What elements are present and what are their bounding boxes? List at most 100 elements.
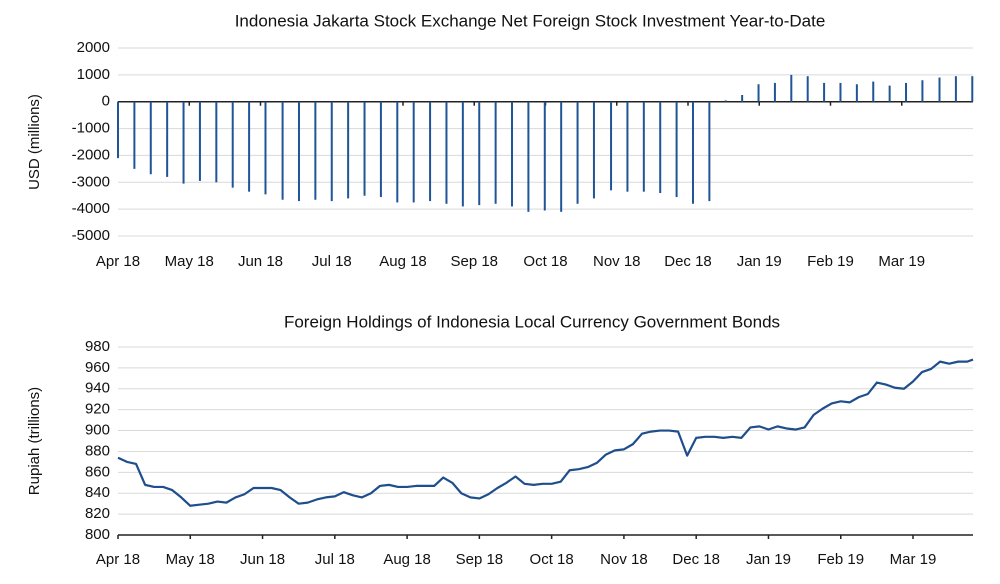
- x-tick-label: Nov 18: [600, 551, 648, 568]
- bar: [281, 101, 284, 200]
- bar: [117, 101, 119, 159]
- bar: [855, 84, 858, 102]
- x-tick-label: Aug 18: [379, 253, 427, 270]
- x-tick-label: Aug 18: [383, 551, 431, 568]
- line: [117, 358, 974, 507]
- bar: [938, 77, 941, 102]
- bar: [905, 82, 908, 102]
- y-tick-label: -3000: [72, 173, 110, 190]
- y-tick-label: -5000: [72, 227, 110, 244]
- x-tick-label: Apr 18: [96, 551, 140, 568]
- bar: [347, 101, 350, 199]
- bar: [231, 101, 234, 188]
- x-tick-label: Sep 18: [456, 551, 504, 568]
- y-tick-label: 920: [85, 401, 110, 418]
- bar: [806, 76, 809, 102]
- bar: [149, 101, 152, 175]
- bar: [527, 101, 530, 212]
- bar: [396, 101, 399, 203]
- y-tick-label: 880: [85, 442, 110, 459]
- bar: [610, 101, 613, 191]
- y-axis-label: Rupiah (trillions): [26, 387, 43, 495]
- bar: [248, 101, 251, 192]
- x-tick-label: Jul 18: [315, 551, 355, 568]
- bar: [182, 101, 185, 184]
- y-tick-label: 900: [85, 422, 110, 439]
- bar: [330, 101, 333, 202]
- x-tick-label: May 18: [165, 253, 214, 270]
- bar: [494, 101, 497, 204]
- x-tick-label: Jan 19: [746, 551, 791, 568]
- bar: [757, 84, 760, 102]
- x-tick-label: Jan 19: [737, 253, 782, 270]
- bar: [724, 100, 727, 102]
- bar: [429, 101, 432, 202]
- bar: [511, 101, 514, 207]
- bar: [297, 101, 300, 202]
- x-tick-label: Dec 18: [664, 253, 712, 270]
- bar: [741, 95, 744, 102]
- bar: [642, 101, 645, 192]
- bar: [412, 101, 415, 203]
- x-tick-label: Mar 19: [890, 551, 937, 568]
- y-tick-label: -2000: [72, 146, 110, 163]
- bar: [133, 101, 136, 169]
- bar: [478, 101, 481, 206]
- bar: [921, 80, 924, 102]
- x-tick-label: May 18: [166, 551, 215, 568]
- bar: [872, 81, 875, 102]
- x-tick-label: Apr 18: [96, 253, 140, 270]
- bar: [363, 101, 366, 196]
- y-tick-label: 980: [85, 338, 110, 355]
- bar: [971, 76, 974, 102]
- x-tick-label: Mar 19: [878, 253, 925, 270]
- bar: [954, 76, 957, 102]
- bar: [560, 101, 563, 212]
- bar: [576, 101, 579, 204]
- x-tick-label: Feb 19: [807, 253, 854, 270]
- bar: [592, 101, 595, 199]
- y-tick-label: 820: [85, 505, 110, 522]
- x-tick-label: Jun 18: [238, 253, 283, 270]
- chart-title: Foreign Holdings of Indonesia Local Curr…: [284, 312, 780, 331]
- bar: [314, 101, 317, 200]
- y-tick-label: 960: [85, 359, 110, 376]
- bar: [198, 101, 201, 181]
- bar: [445, 101, 448, 204]
- y-axis-label: USD (millions): [26, 94, 43, 190]
- x-tick-label: Oct 18: [530, 551, 574, 568]
- y-tick-label: 1000: [77, 66, 110, 83]
- bar: [691, 101, 694, 204]
- bar: [790, 74, 793, 102]
- bar: [708, 101, 711, 202]
- x-tick-label: Dec 18: [672, 551, 720, 568]
- y-tick-label: 940: [85, 380, 110, 397]
- bar: [264, 101, 267, 195]
- bar: [543, 101, 546, 211]
- bar: [461, 101, 464, 207]
- bar: [379, 101, 382, 198]
- chart-title: Indonesia Jakarta Stock Exchange Net For…: [235, 11, 826, 30]
- bar: [888, 85, 891, 102]
- bar: [675, 101, 678, 198]
- y-tick-label: 800: [85, 526, 110, 543]
- y-tick-label: 0: [102, 93, 110, 110]
- x-tick-label: Nov 18: [593, 253, 641, 270]
- y-tick-label: 860: [85, 463, 110, 480]
- x-tick-label: Feb 19: [817, 551, 864, 568]
- x-tick-label: Jul 18: [312, 253, 352, 270]
- bar: [823, 82, 826, 102]
- x-tick-label: Oct 18: [523, 253, 567, 270]
- bar: [659, 101, 662, 194]
- bar: [626, 101, 629, 192]
- y-tick-label: -1000: [72, 120, 110, 137]
- bar: [215, 101, 218, 183]
- bar: [839, 82, 842, 102]
- x-tick-label: Sep 18: [450, 253, 498, 270]
- bar: [773, 82, 776, 102]
- y-tick-label: 840: [85, 484, 110, 501]
- x-tick-label: Jun 18: [240, 551, 285, 568]
- y-tick-label: 2000: [77, 39, 110, 56]
